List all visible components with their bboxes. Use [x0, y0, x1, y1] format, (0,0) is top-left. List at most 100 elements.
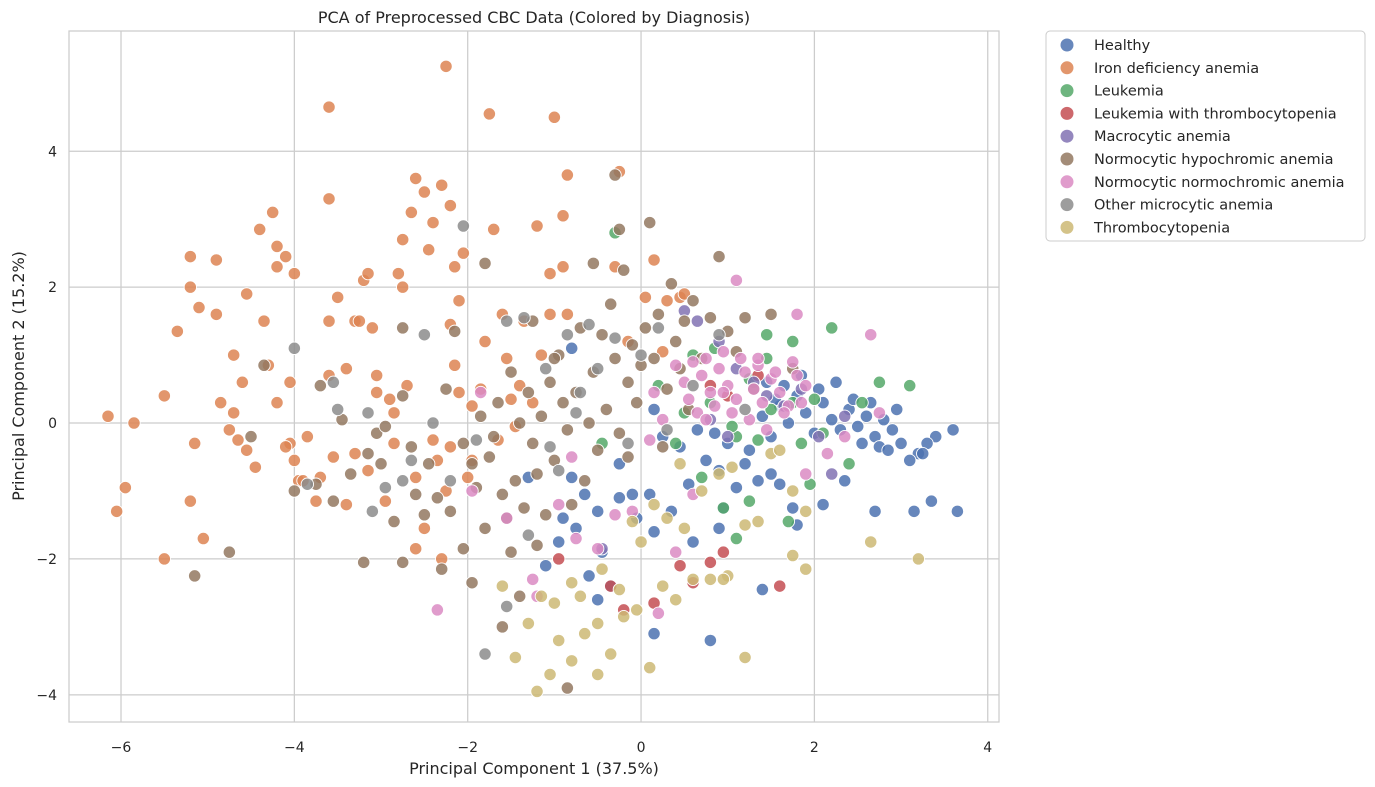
data-point — [534, 409, 549, 423]
data-point — [482, 450, 497, 464]
data-point — [365, 321, 380, 335]
data-point — [617, 610, 631, 624]
legend-marker — [1060, 220, 1074, 234]
data-point — [868, 504, 882, 519]
data-point — [266, 205, 280, 220]
data-point — [534, 348, 549, 362]
data-point — [712, 521, 726, 536]
legend-marker — [1060, 129, 1074, 143]
data-point — [950, 504, 965, 519]
data-point — [435, 178, 449, 192]
data-point — [357, 555, 371, 569]
data-point — [729, 531, 744, 546]
data-point — [786, 334, 800, 349]
data-point — [396, 474, 410, 488]
data-point — [725, 460, 739, 474]
data-point — [669, 593, 683, 607]
data-point — [799, 467, 813, 481]
data-point — [738, 402, 752, 417]
data-point — [630, 396, 644, 410]
data-point — [677, 314, 692, 328]
data-point — [621, 436, 635, 451]
data-point — [586, 256, 601, 271]
data-point — [287, 266, 301, 281]
data-point — [478, 521, 492, 536]
data-point — [370, 385, 384, 400]
data-point — [703, 311, 718, 325]
data-point — [799, 379, 813, 393]
data-point — [383, 392, 397, 406]
data-point — [677, 287, 692, 301]
data-point — [183, 249, 197, 264]
data-point — [482, 107, 497, 121]
data-point — [257, 314, 271, 328]
data-point — [773, 443, 787, 457]
data-point — [443, 474, 458, 488]
data-point — [786, 501, 800, 515]
series-group — [101, 59, 692, 566]
data-point — [656, 345, 670, 359]
data-point — [751, 351, 765, 366]
data-point — [378, 494, 393, 508]
data-point — [738, 518, 752, 532]
legend-label: Other microcytic anemia — [1094, 198, 1273, 214]
data-point — [825, 321, 839, 335]
data-point — [751, 474, 765, 488]
data-point — [716, 545, 731, 559]
data-point — [712, 328, 726, 342]
data-point — [110, 504, 124, 519]
data-point — [287, 341, 301, 355]
x-tick-label: 2 — [810, 740, 819, 756]
data-point — [838, 474, 852, 488]
data-point — [456, 246, 471, 260]
data-point — [556, 260, 570, 274]
data-point — [638, 290, 653, 304]
data-point — [573, 385, 588, 400]
x-axis-label: Principal Component 1 (37.5%) — [409, 759, 659, 778]
data-point — [552, 463, 566, 478]
data-point — [443, 440, 458, 454]
data-point — [677, 521, 692, 536]
grid-lines — [69, 31, 999, 722]
data-point — [101, 409, 115, 423]
data-point — [560, 307, 575, 321]
series-group — [521, 341, 965, 648]
data-point — [448, 260, 462, 274]
data-point — [612, 491, 627, 505]
y-tick-label: 0 — [48, 416, 57, 432]
data-point — [647, 627, 661, 641]
data-point — [903, 453, 917, 468]
series-group — [430, 273, 887, 620]
data-point — [859, 409, 874, 423]
data-point — [309, 494, 323, 508]
data-point — [170, 324, 184, 338]
data-point — [638, 321, 653, 335]
data-point — [426, 433, 440, 447]
data-point — [634, 348, 648, 362]
legend-frame — [1045, 30, 1366, 242]
data-point — [426, 215, 440, 230]
y-axis-label: Principal Component 2 (15.2%) — [9, 251, 28, 501]
legend-label: Iron deficiency anemia — [1094, 61, 1259, 77]
data-point — [773, 477, 787, 491]
data-point — [621, 375, 635, 389]
data-point — [417, 328, 432, 342]
data-point — [539, 362, 553, 376]
data-point — [374, 457, 388, 471]
data-point — [864, 328, 878, 342]
x-tick-label: 4 — [983, 740, 992, 756]
data-point — [656, 440, 670, 454]
y-tick-label: −2 — [36, 552, 57, 568]
data-point — [708, 399, 722, 413]
data-point — [825, 467, 839, 481]
data-point — [695, 368, 709, 383]
data-point — [625, 338, 640, 352]
data-point — [500, 511, 514, 525]
data-point — [530, 538, 544, 552]
data-point — [738, 311, 752, 325]
data-point — [565, 450, 579, 464]
data-point — [855, 396, 869, 410]
data-point — [474, 409, 488, 423]
data-point — [352, 314, 367, 328]
data-point — [556, 511, 570, 525]
